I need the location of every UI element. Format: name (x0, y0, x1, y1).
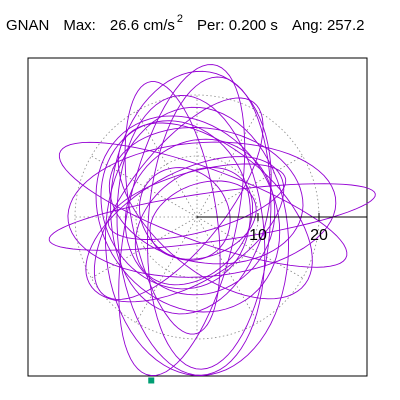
max-unit: cm/s (143, 17, 175, 34)
axis-layer: 10 20 (197, 213, 367, 244)
trace-orbit-1 (93, 97, 264, 300)
header-bar: GNAN Max: 26.6 cm/s 2 Per: 0.200 s Ang: 257.2 (6, 13, 365, 37)
max-value: 26.6 (109, 17, 140, 34)
period-value: 0.200 s (228, 17, 278, 34)
angle-value: 257.2 (326, 17, 365, 34)
station-code: GNAN (6, 17, 50, 34)
trace-orbit-11 (118, 64, 246, 376)
grid-spoke-300 (196, 216, 259, 323)
trace-orbit-10 (107, 163, 287, 240)
x-axis-tick-label-1: 20 (310, 227, 328, 244)
trace-orbit-16 (105, 106, 289, 376)
trace-orbit-15 (100, 120, 251, 290)
max-label: Max: (63, 17, 96, 34)
grid-spoke-330 (196, 216, 303, 279)
trace-orbit-12 (108, 127, 304, 265)
trace-orbit-8 (117, 122, 313, 300)
trace-orbit-0 (67, 141, 337, 278)
start-marker (148, 377, 155, 384)
trace-orbit-5 (85, 156, 285, 303)
x-axis-tick-label-0: 10 (249, 227, 267, 244)
trace-orbit-6 (124, 138, 276, 296)
trace-orbit-17 (110, 70, 272, 315)
trace-orbit-3 (95, 115, 281, 313)
trace-orbit-18 (149, 180, 257, 260)
trace-orbit-14 (48, 183, 376, 251)
grid-spoke-60 (196, 111, 259, 218)
period-label: Per: (197, 17, 225, 34)
angle-label: Ang: (291, 17, 323, 34)
grid-spoke-30 (196, 155, 303, 218)
marker-layer (148, 377, 155, 384)
grid-spoke-210 (91, 216, 198, 279)
trace-orbit-19 (139, 167, 231, 261)
max-unit-exponent: 2 (176, 13, 184, 25)
trace-orbit-13 (134, 167, 254, 286)
trace-orbit-2 (147, 76, 272, 370)
grid-spoke-240 (135, 216, 198, 323)
trace-orbit-4 (58, 141, 348, 268)
trace-orbit-9 (116, 94, 266, 376)
grid-spoke-150 (91, 155, 198, 218)
motion-trace (48, 64, 376, 376)
grid-spoke-120 (135, 111, 198, 218)
